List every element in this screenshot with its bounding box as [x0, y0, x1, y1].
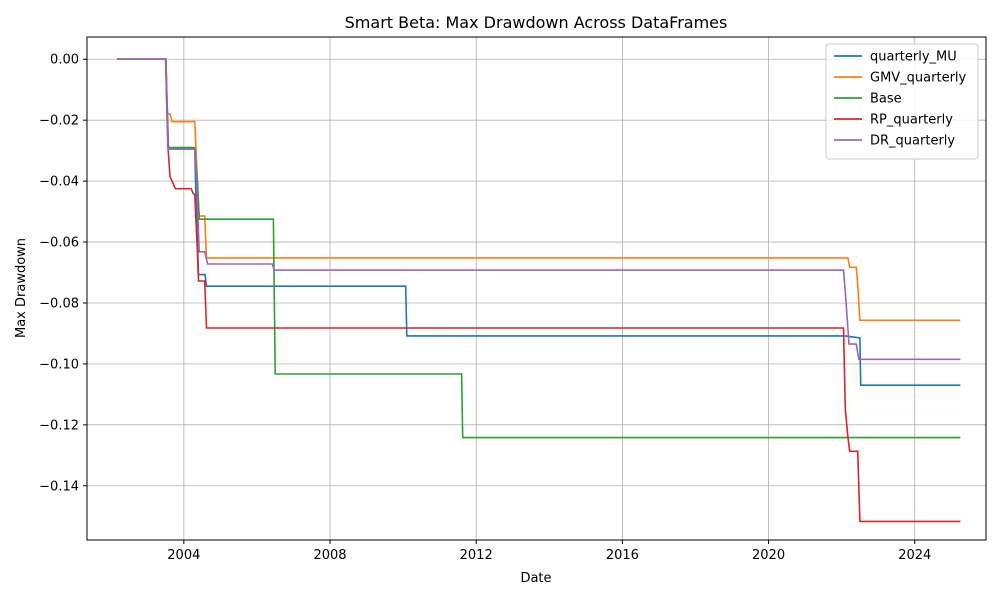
x-tick-label: 2004: [167, 548, 200, 563]
y-axis-ticks: 0.00 −0.02 −0.04 −0.06 −0.08 −0.10 −0.12 −0.14: [39, 53, 87, 494]
legend-label: RP_quarterly: [870, 113, 953, 128]
x-axis-label: Date: [520, 571, 551, 586]
y-tick-label: −0.08: [39, 296, 79, 311]
chart-title: Smart Beta: Max Drawdown Across DataFram…: [345, 13, 728, 32]
legend-label: Base: [870, 92, 902, 107]
y-axis-label: Max Drawdown: [14, 238, 29, 338]
x-tick-label: 2024: [898, 548, 931, 563]
y-tick-label: −0.10: [39, 357, 79, 372]
legend: quarterly_MU GMV_quarterly Base RP_quarterl…: [825, 43, 979, 160]
series-line-GMV_quarterly: [117, 58, 961, 322]
legend-label: DR_quarterly: [870, 134, 955, 149]
y-tick-label: −0.04: [39, 175, 79, 190]
y-tick-label: 0.00: [50, 53, 79, 68]
legend-label: quarterly_MU: [870, 50, 957, 65]
plot-frame: [86, 36, 987, 541]
x-tick-label: 2008: [313, 548, 346, 563]
grid-lines: [87, 37, 986, 540]
legend-label: GMV_quarterly: [870, 71, 967, 86]
x-tick-label: 2012: [460, 548, 493, 563]
series-line-DR_quarterly: [117, 58, 961, 361]
y-tick-label: −0.02: [39, 114, 79, 129]
y-tick-label: −0.12: [39, 418, 79, 433]
series-line-RP_quarterly: [117, 58, 961, 523]
y-tick-label: −0.06: [39, 236, 79, 251]
legend-box: [825, 43, 979, 160]
x-tick-label: 2020: [752, 548, 785, 563]
series-lines: [117, 58, 961, 523]
y-tick-label: −0.14: [39, 479, 79, 494]
x-axis-ticks: 2004 2008 2012 2016 2020 2024: [167, 540, 931, 563]
x-tick-label: 2016: [606, 548, 639, 563]
